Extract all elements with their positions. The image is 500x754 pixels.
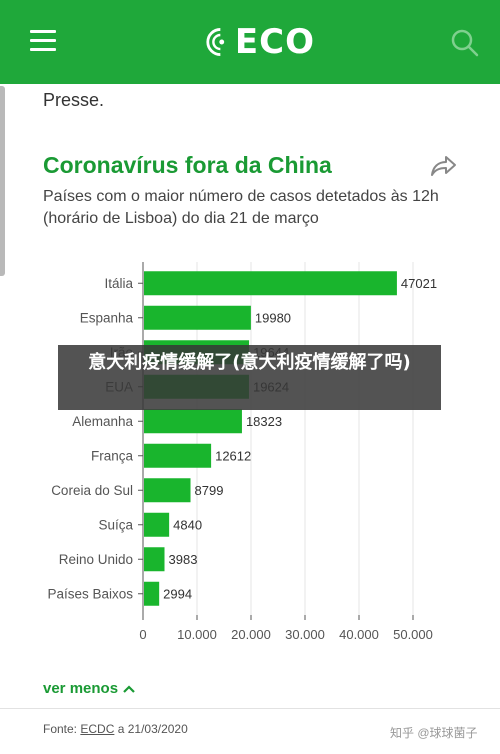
- bar-value-label: 8799: [195, 483, 224, 498]
- bar: [144, 547, 165, 572]
- x-tick-label: 20.000: [231, 627, 271, 642]
- category-label: Itália: [104, 276, 133, 291]
- source-note: Fonte: ECDC a 21/03/2020: [43, 722, 188, 736]
- x-tick-label: 40.000: [339, 627, 379, 642]
- bar-value-label: 47021: [401, 276, 437, 291]
- category-label: Espanha: [80, 310, 134, 325]
- bar-value-label: 12612: [215, 448, 251, 463]
- chart-title: Coronavírus fora da China: [43, 152, 332, 178]
- category-label: Países Baixos: [47, 586, 133, 601]
- divider: [0, 708, 500, 709]
- scrollbar-thumb[interactable]: [0, 86, 5, 276]
- category-label: Alemanha: [72, 414, 133, 429]
- show-less-button[interactable]: ver menos: [43, 680, 136, 697]
- article-text-fragment: Presse.: [43, 90, 105, 110]
- bar: [144, 581, 160, 606]
- search-icon[interactable]: [450, 28, 480, 58]
- chart-subtitle: Países com o maior número de casos detet…: [43, 188, 439, 227]
- x-tick-label: 30.000: [285, 627, 325, 642]
- bar-value-label: 3983: [169, 552, 198, 567]
- chevron-up-icon: [123, 684, 135, 693]
- x-tick-label: 10.000: [177, 627, 217, 642]
- category-label: Coreia do Sul: [51, 483, 133, 498]
- logo-text: ECO: [234, 22, 315, 62]
- overlay-caption: 意大利疫情缓解了(意大利疫情缓解了吗): [58, 345, 441, 410]
- bar-chart: 0 10.000 20.000 30.000 40.000 50.000 Itália 470…: [47, 262, 437, 642]
- hamburger-menu-icon[interactable]: [30, 30, 56, 52]
- show-less-label: ver menos: [43, 680, 119, 697]
- category-label: França: [91, 448, 134, 463]
- category-label: Suíça: [98, 517, 133, 532]
- bar-value-label: 18323: [246, 414, 282, 429]
- share-icon[interactable]: [430, 154, 458, 178]
- top-navigation-bar: ECO: [0, 0, 500, 84]
- bar: [144, 409, 242, 434]
- x-tick-label: 0: [139, 627, 146, 642]
- source-suffix: a 21/03/2020: [114, 722, 188, 736]
- bar: [144, 512, 170, 537]
- category-label: Reino Unido: [59, 552, 133, 567]
- bar: [144, 305, 251, 330]
- bar-value-label: 19980: [255, 310, 291, 325]
- source-prefix: Fonte:: [43, 722, 81, 736]
- source-link[interactable]: ECDC: [80, 722, 115, 736]
- bar-value-label: 4840: [173, 517, 202, 532]
- eco-logo-mark-icon: [206, 28, 225, 56]
- x-tick-label: 50.000: [393, 627, 433, 642]
- bar: [144, 271, 397, 296]
- eco-logo[interactable]: ECO: [205, 20, 315, 64]
- watermark: 知乎 @球球菌子: [390, 726, 478, 740]
- bar: [144, 478, 191, 503]
- bar-value-label: 2994: [163, 586, 192, 601]
- bar: [144, 443, 212, 468]
